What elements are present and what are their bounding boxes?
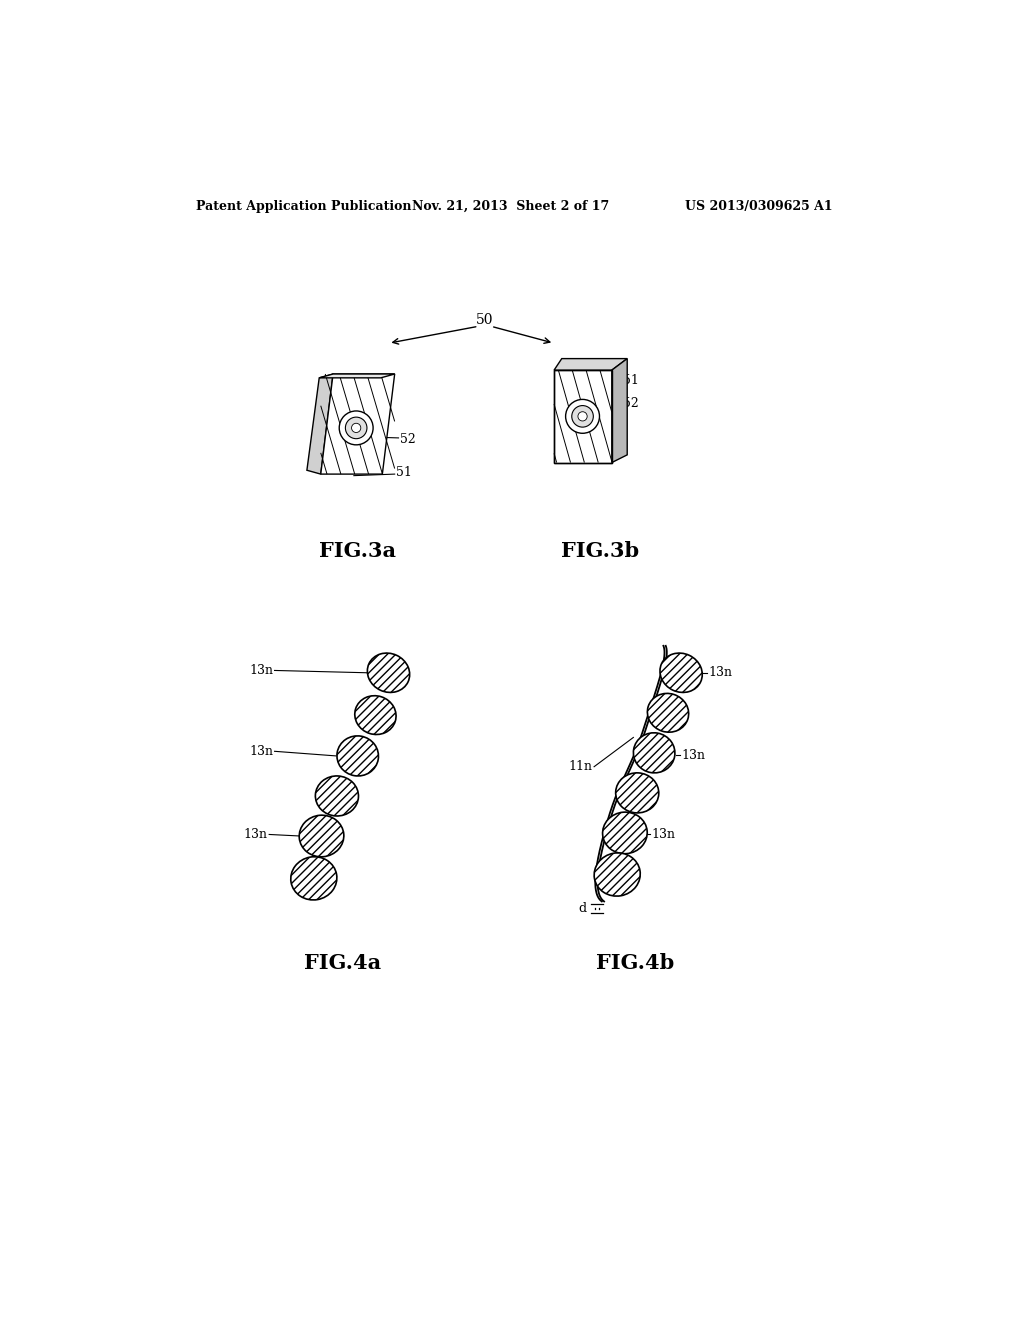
Text: FIG.3b: FIG.3b xyxy=(561,541,639,561)
Ellipse shape xyxy=(291,857,337,900)
Text: 13n: 13n xyxy=(708,667,732,680)
Polygon shape xyxy=(307,374,333,474)
Text: US 2013/0309625 A1: US 2013/0309625 A1 xyxy=(685,199,833,213)
Text: 50: 50 xyxy=(476,313,494,327)
Ellipse shape xyxy=(659,653,702,693)
Text: 51: 51 xyxy=(624,374,639,387)
Ellipse shape xyxy=(594,853,640,896)
Text: 13n: 13n xyxy=(652,828,676,841)
Text: 52: 52 xyxy=(624,397,639,409)
Circle shape xyxy=(565,400,599,433)
Ellipse shape xyxy=(337,735,379,776)
Text: FIG.4b: FIG.4b xyxy=(596,953,674,973)
Circle shape xyxy=(351,424,360,433)
Polygon shape xyxy=(319,374,394,378)
Circle shape xyxy=(339,411,373,445)
Text: d: d xyxy=(579,902,587,915)
Ellipse shape xyxy=(615,772,658,813)
Text: 52: 52 xyxy=(400,433,416,446)
Text: 51: 51 xyxy=(396,466,412,479)
Polygon shape xyxy=(554,359,628,370)
Ellipse shape xyxy=(299,816,344,857)
Polygon shape xyxy=(321,374,394,474)
Text: 13n: 13n xyxy=(249,664,273,677)
Text: FIG.4a: FIG.4a xyxy=(304,953,381,973)
Ellipse shape xyxy=(634,733,675,774)
Text: Nov. 21, 2013  Sheet 2 of 17: Nov. 21, 2013 Sheet 2 of 17 xyxy=(412,199,609,213)
Ellipse shape xyxy=(368,653,410,693)
Text: 13n: 13n xyxy=(244,828,267,841)
Text: 13n: 13n xyxy=(249,744,273,758)
Polygon shape xyxy=(554,370,611,462)
Polygon shape xyxy=(611,359,628,462)
Text: FIG.3a: FIG.3a xyxy=(319,541,396,561)
Text: 13n: 13n xyxy=(681,748,706,762)
Text: Patent Application Publication: Patent Application Publication xyxy=(196,199,412,213)
Text: 11n: 11n xyxy=(568,760,593,774)
Ellipse shape xyxy=(602,812,647,854)
Circle shape xyxy=(345,417,367,438)
Ellipse shape xyxy=(354,696,396,734)
Ellipse shape xyxy=(647,693,689,733)
Ellipse shape xyxy=(315,776,358,816)
Circle shape xyxy=(578,412,587,421)
Circle shape xyxy=(571,405,593,428)
